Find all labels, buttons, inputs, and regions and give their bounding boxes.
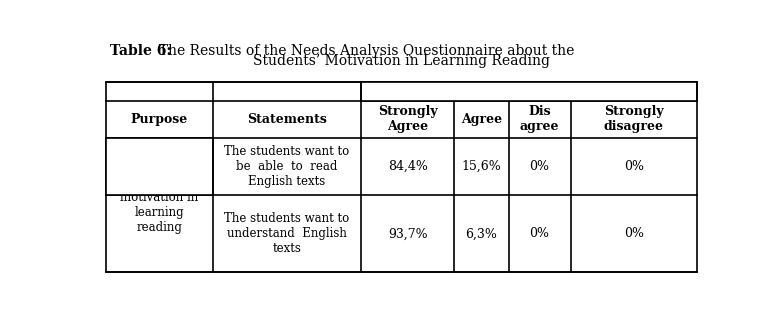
Text: 15,6%: 15,6%: [462, 160, 501, 173]
Text: Purpose: Purpose: [131, 113, 188, 125]
Text: The Results of the Needs Analysis Questionnaire about the: The Results of the Needs Analysis Questi…: [150, 44, 574, 58]
Text: The students want to
understand  English
texts: The students want to understand English …: [225, 212, 349, 255]
Text: 0%: 0%: [624, 160, 644, 173]
Bar: [106, 138, 212, 195]
Bar: [362, 82, 697, 100]
Text: 93,7%: 93,7%: [388, 227, 428, 240]
Text: Agree: Agree: [461, 113, 502, 125]
Bar: [106, 82, 697, 272]
Text: Students’ Motivation in Learning Reading: Students’ Motivation in Learning Reading: [253, 54, 550, 68]
Text: Dis
agree: Dis agree: [520, 105, 559, 133]
Text: 84,4%: 84,4%: [388, 160, 428, 173]
Text: Statements: Statements: [247, 113, 327, 125]
Text: The students'
motivation in
learning
reading: The students' motivation in learning rea…: [119, 176, 199, 234]
Text: Strongly
disagree: Strongly disagree: [604, 105, 664, 133]
Text: Results: Results: [500, 84, 558, 98]
Text: Strongly
Agree: Strongly Agree: [378, 105, 438, 133]
Text: 0%: 0%: [529, 160, 550, 173]
Text: 6,3%: 6,3%: [466, 227, 497, 240]
Text: The students want to
be  able  to  read
English texts: The students want to be able to read Eng…: [225, 145, 349, 188]
Text: 0%: 0%: [624, 227, 644, 240]
Text: 0%: 0%: [529, 227, 550, 240]
Text: Table 6:: Table 6:: [110, 44, 171, 58]
